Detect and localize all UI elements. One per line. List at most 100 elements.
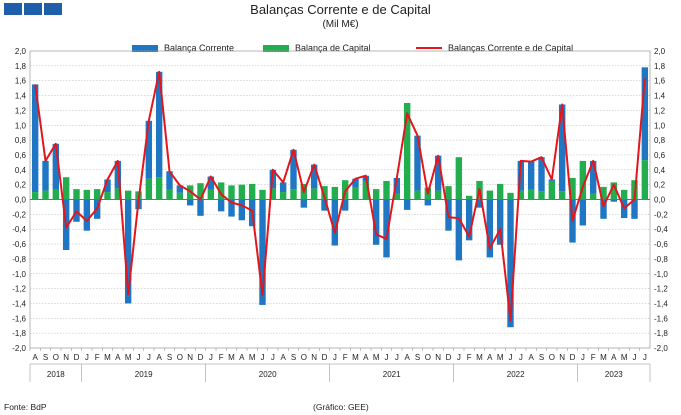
x-tick-label-month: M (352, 353, 359, 362)
bar-capital (538, 191, 545, 200)
bar-current (124, 199, 132, 304)
x-tick-label-month: A (156, 353, 162, 362)
x-tick-label-month: J (261, 353, 265, 362)
bar-current (486, 199, 494, 258)
bar-capital (455, 157, 463, 200)
x-tick-label-month: N (311, 353, 317, 362)
bar-capital (145, 178, 153, 200)
x-tick-label-month: O (549, 353, 555, 362)
bar-current (352, 178, 359, 188)
bar-capital (507, 192, 514, 200)
corner-tab (24, 3, 42, 15)
bar-current (207, 176, 215, 190)
bar-capital (228, 185, 235, 200)
y-tick-label-left: -0,2 (12, 210, 26, 219)
bar-capital (548, 180, 556, 200)
y-tick-label-right: 0,8 (654, 136, 666, 145)
bar-current (393, 177, 401, 194)
x-tick-label-year: 2021 (383, 370, 401, 379)
bar-current (279, 182, 287, 193)
legend-label-capital: Balança de Capital (295, 43, 371, 53)
legend-item-capital: Balança de Capital (263, 43, 371, 53)
legend-item-total: Balanças Corrente e de Capital (416, 43, 573, 53)
x-tick-label-month: O (301, 353, 307, 362)
bar-current (424, 199, 432, 206)
y-tick-label-left: 2,0 (15, 47, 27, 56)
bar-current (104, 179, 111, 193)
bar-current (310, 164, 318, 189)
y-tick-label-left: -0,8 (12, 255, 26, 264)
x-tick-label-year: 2022 (507, 370, 525, 379)
y-tick-label-left: -1,6 (12, 314, 26, 323)
bar-current (465, 199, 473, 241)
x-tick-label-month: A (487, 353, 493, 362)
x-tick-label-month: J (519, 353, 523, 362)
x-tick-label-month: D (570, 353, 576, 362)
bar-capital (124, 190, 132, 200)
y-tick-label-right: -1,0 (654, 270, 668, 279)
x-tick-label-month: J (137, 353, 141, 362)
bar-capital (445, 186, 452, 200)
y-tick-label-left: -1,8 (12, 329, 26, 338)
y-tick-label-right: -0,4 (654, 225, 668, 234)
bar-capital (517, 190, 525, 200)
y-tick-label-left: 0,8 (15, 136, 27, 145)
bar-capital (259, 189, 266, 200)
y-tick-label-right: -1,8 (654, 329, 668, 338)
y-tick-label-right: 0,6 (654, 151, 666, 160)
bar-capital (238, 184, 246, 200)
bar-current (538, 157, 545, 192)
bar-capital (93, 189, 101, 200)
x-tick-label-month: J (147, 353, 151, 362)
corner-tab (44, 3, 62, 15)
x-tick-label-month: A (239, 353, 245, 362)
bar-capital (114, 188, 122, 200)
y-tick-label-left: -0,4 (12, 225, 26, 234)
bar-current (527, 161, 535, 190)
bar-capital (62, 177, 70, 200)
x-tick-label-month: N (187, 353, 193, 362)
y-tick-label-right: -1,6 (654, 314, 668, 323)
x-tick-label-month: S (291, 353, 296, 362)
bar-current (300, 199, 308, 208)
x-tick-label-month: F (95, 353, 100, 362)
x-tick-label-year: 2018 (47, 370, 65, 379)
legend-label-current: Balança Corrente (164, 43, 235, 53)
y-tick-label-right: 1,0 (654, 121, 666, 130)
bar-current (589, 160, 597, 194)
bar-capital (331, 186, 339, 200)
bar-capital (600, 186, 607, 200)
bar-capital (589, 193, 597, 200)
x-tick-label-month: N (63, 353, 69, 362)
chart-title: Balanças Corrente e de Capital (250, 2, 431, 17)
y-tick-label-right: 0,4 (654, 166, 666, 175)
x-tick-label-month: D (446, 353, 452, 362)
bar-current (414, 135, 421, 191)
bar-capital (104, 192, 111, 200)
x-tick-label-month: S (167, 353, 172, 362)
x-tick-label-month: S (415, 353, 420, 362)
y-tick-label-right: -0,8 (654, 255, 668, 264)
x-tick-label-month: D (198, 353, 204, 362)
legend-swatch-capital (263, 44, 289, 52)
bar-current (83, 199, 91, 231)
bar-capital (527, 189, 535, 200)
y-tick-label-left: 1,8 (15, 62, 27, 71)
y-tick-label-left: 1,2 (15, 106, 27, 115)
x-tick-label-month: M (600, 353, 607, 362)
x-tick-label-month: S (539, 353, 544, 362)
x-tick-label-month: J (85, 353, 89, 362)
legend-label-total: Balanças Corrente e de Capital (448, 43, 574, 53)
y-tick-label-left: 0,6 (15, 151, 27, 160)
bar-capital (217, 182, 225, 200)
bar-current (455, 199, 463, 261)
bar-capital (383, 180, 390, 200)
bar-current (42, 160, 49, 191)
x-tick-label-month: M (621, 353, 628, 362)
bar-current (383, 199, 390, 258)
bar-capital (610, 182, 618, 200)
bar-current (600, 199, 607, 219)
legend-item-current: Balança Corrente (132, 43, 234, 53)
y-tick-label-right: -0,6 (654, 240, 668, 249)
chart-area: 2,0 2,0 1,8 1,8 1,6 1,6 1,4 1,4 1,2 1,2 1,0 1,0 0,8 0… (12, 47, 668, 382)
